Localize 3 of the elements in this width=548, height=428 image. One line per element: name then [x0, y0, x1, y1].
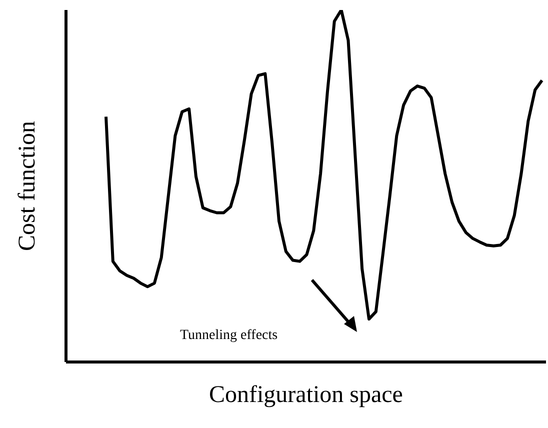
x-axis-title: Configuration space	[209, 382, 403, 408]
annotation: Tunneling effects	[180, 328, 278, 344]
y-axis-title: Cost function	[14, 121, 41, 251]
